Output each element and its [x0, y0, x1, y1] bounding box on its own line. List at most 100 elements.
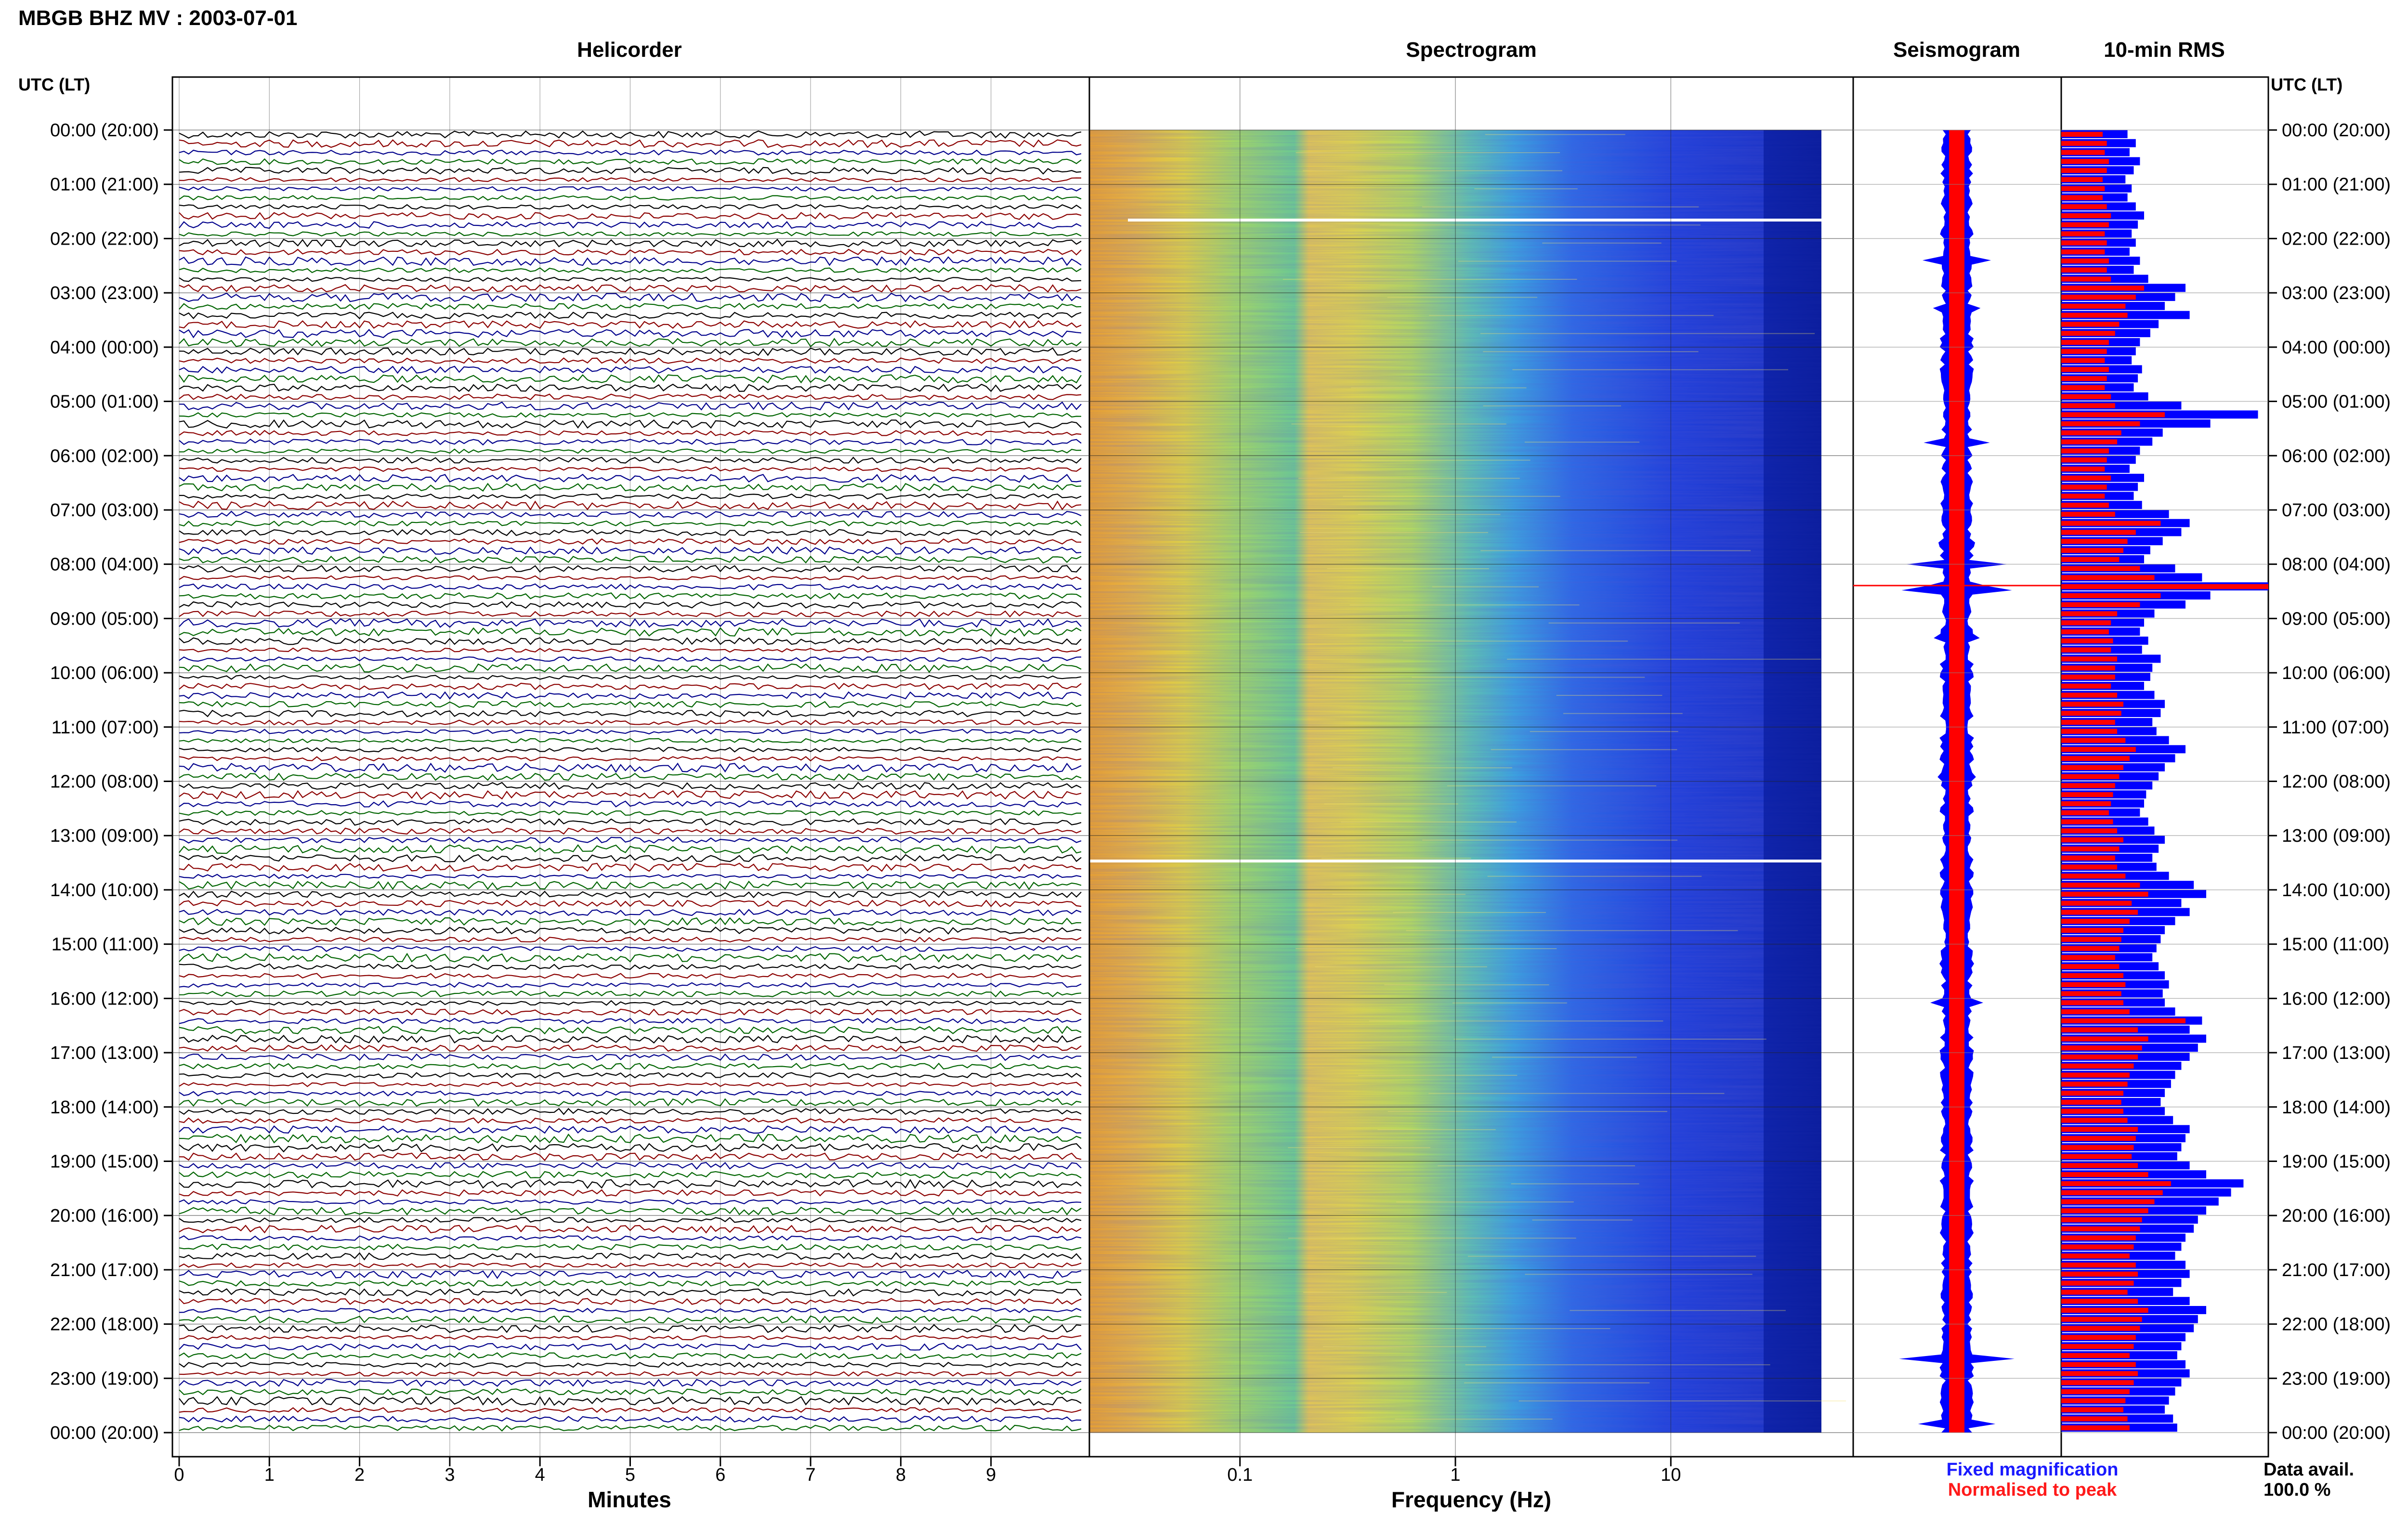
rms-bar-normalised — [2061, 855, 2115, 861]
rms-bar-normalised — [2061, 412, 2165, 418]
time-tick-label-right: 17:00 (13:00) — [2282, 1043, 2391, 1063]
time-axis-title-right: UTC (LT) — [2271, 75, 2343, 94]
rms-bar-normalised — [2061, 702, 2123, 707]
helicorder-trace — [179, 493, 1082, 500]
rms-bar-normalised — [2061, 131, 2103, 137]
spectrogram-gap — [1128, 219, 1821, 222]
helicorder-trace — [179, 800, 1082, 808]
helicorder-trace — [179, 457, 1082, 464]
time-tick-label-right: 21:00 (17:00) — [2282, 1260, 2391, 1280]
time-tick-label-left: 20:00 (16:00) — [50, 1206, 159, 1226]
minute-tick-label: 9 — [986, 1465, 996, 1485]
helicorder-trace — [179, 1072, 1082, 1079]
rms-bar-normalised — [2061, 666, 2115, 671]
time-tick-label-right: 14:00 (10:00) — [2282, 880, 2391, 901]
rms-bar-normalised — [2061, 1036, 2148, 1042]
helicorder-trace — [179, 691, 1082, 700]
helicorder-trace — [179, 747, 1082, 753]
rms-bar-normalised — [2061, 475, 2111, 481]
spectrogram-title: Spectrogram — [1406, 38, 1536, 62]
time-tick-label-left: 10:00 (06:00) — [50, 663, 159, 683]
time-tick-label-right: 04:00 (00:00) — [2282, 338, 2391, 358]
rms-bar-normalised — [2061, 303, 2126, 309]
rms-bar-normalised — [2061, 258, 2109, 264]
rms-bar-normalised — [2061, 548, 2123, 553]
helicorder-trace — [179, 1378, 1082, 1387]
helicorder-trace — [179, 1262, 1082, 1268]
rms-bar-normalised — [2061, 747, 2136, 752]
helicorder-trace — [179, 1343, 1082, 1351]
rms-bar-normalised — [2061, 1290, 2128, 1295]
rms-bar-normalised — [2061, 1045, 2142, 1051]
helicorder-trace — [179, 1179, 1082, 1189]
rms-bar-normalised — [2061, 1235, 2136, 1240]
rms-bar-normalised — [2061, 683, 2111, 689]
helicorder-trace — [179, 627, 1082, 637]
rms-bar-normalised — [2061, 1317, 2142, 1322]
helicorder-trace — [179, 238, 1082, 248]
helicorder-trace — [179, 320, 1082, 329]
rms-bar-normalised — [2061, 530, 2136, 535]
time-tick-label-left: 09:00 (05:00) — [50, 609, 159, 629]
rms-bar-normalised — [2061, 1181, 2171, 1187]
helicorder-trace — [179, 1235, 1082, 1241]
helicorder-trace — [179, 880, 1082, 890]
time-axis-title-left: UTC (LT) — [18, 75, 90, 94]
rms-bar-normalised — [2061, 213, 2111, 219]
helicorder-trace — [179, 338, 1082, 348]
time-tick-label-right: 13:00 (09:00) — [2282, 826, 2391, 846]
rms-bar-normalised — [2061, 1018, 2186, 1023]
rms-panel — [2060, 76, 2269, 1458]
minute-tick-label: 3 — [445, 1465, 455, 1485]
helicorder-trace — [179, 438, 1082, 446]
helicorder-trace — [179, 719, 1082, 726]
rms-bar-normalised — [2061, 837, 2123, 843]
time-tick-label-right: 05:00 (01:00) — [2282, 392, 2391, 412]
rms-bar-normalised — [2061, 286, 2144, 291]
helicorder-trace — [179, 1396, 1082, 1406]
rms-bar-normalised — [2061, 358, 2105, 363]
rms-bar-normalised — [2061, 195, 2103, 200]
rms-bar-normalised — [2061, 403, 2115, 408]
rms-bar-normalised — [2061, 846, 2120, 852]
helicorder-trace — [179, 231, 1082, 237]
seismogram-title: Seismogram — [1893, 38, 2020, 62]
helicorder-trace — [179, 963, 1082, 970]
helicorder-trace — [179, 1206, 1082, 1216]
rms-bar-normalised — [2061, 1063, 2134, 1069]
rms-bar-normalised — [2061, 502, 2109, 508]
rms-bar-normalised — [2061, 611, 2118, 616]
rms-bar-normalised — [2061, 593, 2161, 599]
frequency-tick-label: 0.1 — [1227, 1465, 1253, 1485]
rms-bar-normalised — [2061, 267, 2107, 273]
minute-tick-label: 4 — [535, 1465, 545, 1485]
rms-bar-normalised — [2061, 1389, 2130, 1395]
time-tick-label-left: 12:00 (08:00) — [50, 772, 159, 792]
rms-bar-normalised — [2061, 1027, 2138, 1032]
helicorder-trace — [179, 204, 1082, 210]
helicorder-trace — [179, 1324, 1082, 1333]
time-tick-label-left: 13:00 (09:00) — [50, 826, 159, 846]
rms-bar-normalised — [2061, 557, 2120, 562]
helicorder-trace — [179, 1008, 1082, 1016]
rms-bar-normalised — [2061, 1226, 2140, 1232]
rms-bar-normalised — [2061, 1262, 2136, 1268]
time-tick-label-right: 07:00 (03:00) — [2282, 500, 2391, 521]
helicorder-trace — [179, 682, 1082, 691]
rms-bar-normalised — [2061, 674, 2115, 680]
helicorder-trace — [179, 647, 1082, 653]
axes-layer: 00:00 (20:00) 00:00 (20:00) 01:00 (21:00) 0… — [50, 77, 2391, 1485]
rms-bar-normalised — [2061, 819, 2113, 824]
rms-bar-normalised — [2061, 494, 2105, 499]
helicorder-trace — [179, 302, 1082, 310]
helicorder-trace — [179, 520, 1082, 527]
helicorder-trace — [179, 312, 1082, 320]
time-tick-label-left: 22:00 (18:00) — [50, 1315, 159, 1335]
frequency-axis-label: Frequency (Hz) — [1391, 1487, 1551, 1512]
helicorder-trace — [179, 709, 1082, 718]
helicorder-trace — [179, 177, 1082, 183]
time-tick-label-right: 06:00 (02:00) — [2282, 446, 2391, 466]
rms-bar-normalised — [2061, 1127, 2138, 1132]
rms-bar-normalised — [2061, 982, 2126, 987]
